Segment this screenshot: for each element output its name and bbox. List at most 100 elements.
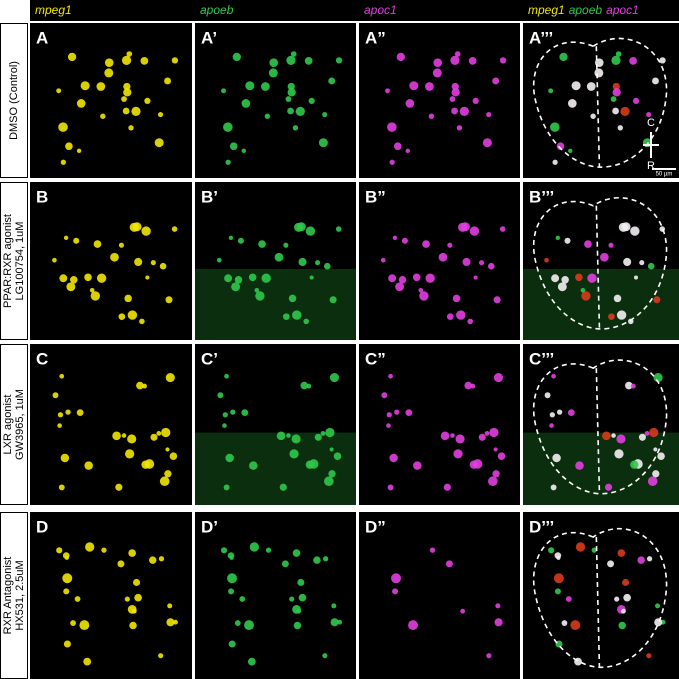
cell xyxy=(323,262,331,270)
panel-label: A’ xyxy=(201,28,217,47)
cell xyxy=(288,294,297,303)
cell xyxy=(131,106,141,117)
cell xyxy=(493,296,501,304)
cell xyxy=(587,273,597,283)
cell xyxy=(314,433,322,441)
cell xyxy=(222,412,228,418)
cell xyxy=(389,453,398,463)
cell xyxy=(142,383,147,389)
row-label: DMSO (Control) xyxy=(8,61,20,140)
outline xyxy=(532,359,668,495)
cell xyxy=(157,111,164,118)
cell xyxy=(70,276,78,284)
row-label-box xyxy=(0,344,28,505)
header-background xyxy=(30,0,679,21)
cell xyxy=(575,461,584,470)
cell xyxy=(484,431,490,436)
cell xyxy=(171,57,179,64)
cell xyxy=(549,412,555,418)
panel-label: C’’’ xyxy=(529,349,554,368)
cell xyxy=(89,287,95,293)
cell xyxy=(460,608,466,614)
cell xyxy=(386,412,392,418)
cell xyxy=(279,483,287,491)
cell xyxy=(616,434,626,444)
cell xyxy=(653,296,661,304)
cell xyxy=(462,257,471,267)
cell xyxy=(291,434,301,444)
cell xyxy=(458,222,468,232)
cell xyxy=(575,542,586,552)
tissue-glow xyxy=(195,432,356,505)
cell xyxy=(57,423,62,428)
cell xyxy=(158,556,165,562)
panel: B” xyxy=(359,182,520,340)
cell xyxy=(419,291,429,301)
cell xyxy=(128,549,136,557)
cell xyxy=(586,82,596,91)
panel-label: C” xyxy=(365,349,386,368)
midline xyxy=(595,46,601,168)
cell xyxy=(298,257,307,267)
cell xyxy=(156,431,162,436)
cell xyxy=(335,57,343,64)
cell xyxy=(455,434,465,444)
cell xyxy=(58,484,65,491)
cell xyxy=(329,373,339,383)
cell xyxy=(294,222,304,232)
cell xyxy=(96,273,107,283)
cell xyxy=(66,282,76,292)
cell xyxy=(248,273,257,282)
cell xyxy=(571,81,581,91)
cell xyxy=(164,470,172,478)
row-label: HX531, 2.5uM xyxy=(14,560,26,630)
cell xyxy=(388,373,393,379)
cell xyxy=(387,122,397,132)
cell xyxy=(389,159,395,165)
cell xyxy=(647,262,655,270)
cell xyxy=(408,620,418,631)
cell xyxy=(150,433,158,441)
cell xyxy=(57,412,64,418)
cell xyxy=(74,596,81,602)
cell xyxy=(104,58,114,67)
cell xyxy=(59,274,68,283)
tissue-glow xyxy=(195,268,356,340)
cell xyxy=(331,603,337,609)
cell xyxy=(292,310,302,320)
cell xyxy=(122,107,130,115)
cell xyxy=(224,373,229,379)
cell xyxy=(394,409,400,415)
cell xyxy=(292,549,301,557)
cell xyxy=(85,542,95,552)
cell xyxy=(422,240,430,248)
cell xyxy=(165,296,173,304)
cell xyxy=(58,122,68,132)
cell xyxy=(150,260,156,266)
cell xyxy=(227,573,238,584)
cell xyxy=(268,68,278,78)
row-label: GW3965, 1uM xyxy=(14,389,26,460)
cell xyxy=(616,310,627,320)
cell xyxy=(123,88,132,97)
cell xyxy=(96,82,106,91)
panel: C’’’ xyxy=(523,344,679,505)
cell xyxy=(222,423,227,428)
cell xyxy=(584,240,592,248)
cell xyxy=(305,226,316,236)
cell xyxy=(228,640,236,648)
cell xyxy=(438,252,448,262)
cell xyxy=(487,262,495,270)
cell xyxy=(139,318,145,325)
cell xyxy=(652,470,660,478)
cell xyxy=(482,138,492,148)
cell xyxy=(428,113,435,119)
panel: A” xyxy=(359,23,520,178)
column-header: apoc1 xyxy=(364,3,397,17)
cell xyxy=(621,608,626,614)
cell xyxy=(432,68,442,78)
cell xyxy=(456,125,463,131)
cell xyxy=(229,142,238,151)
panel: D xyxy=(30,512,192,679)
